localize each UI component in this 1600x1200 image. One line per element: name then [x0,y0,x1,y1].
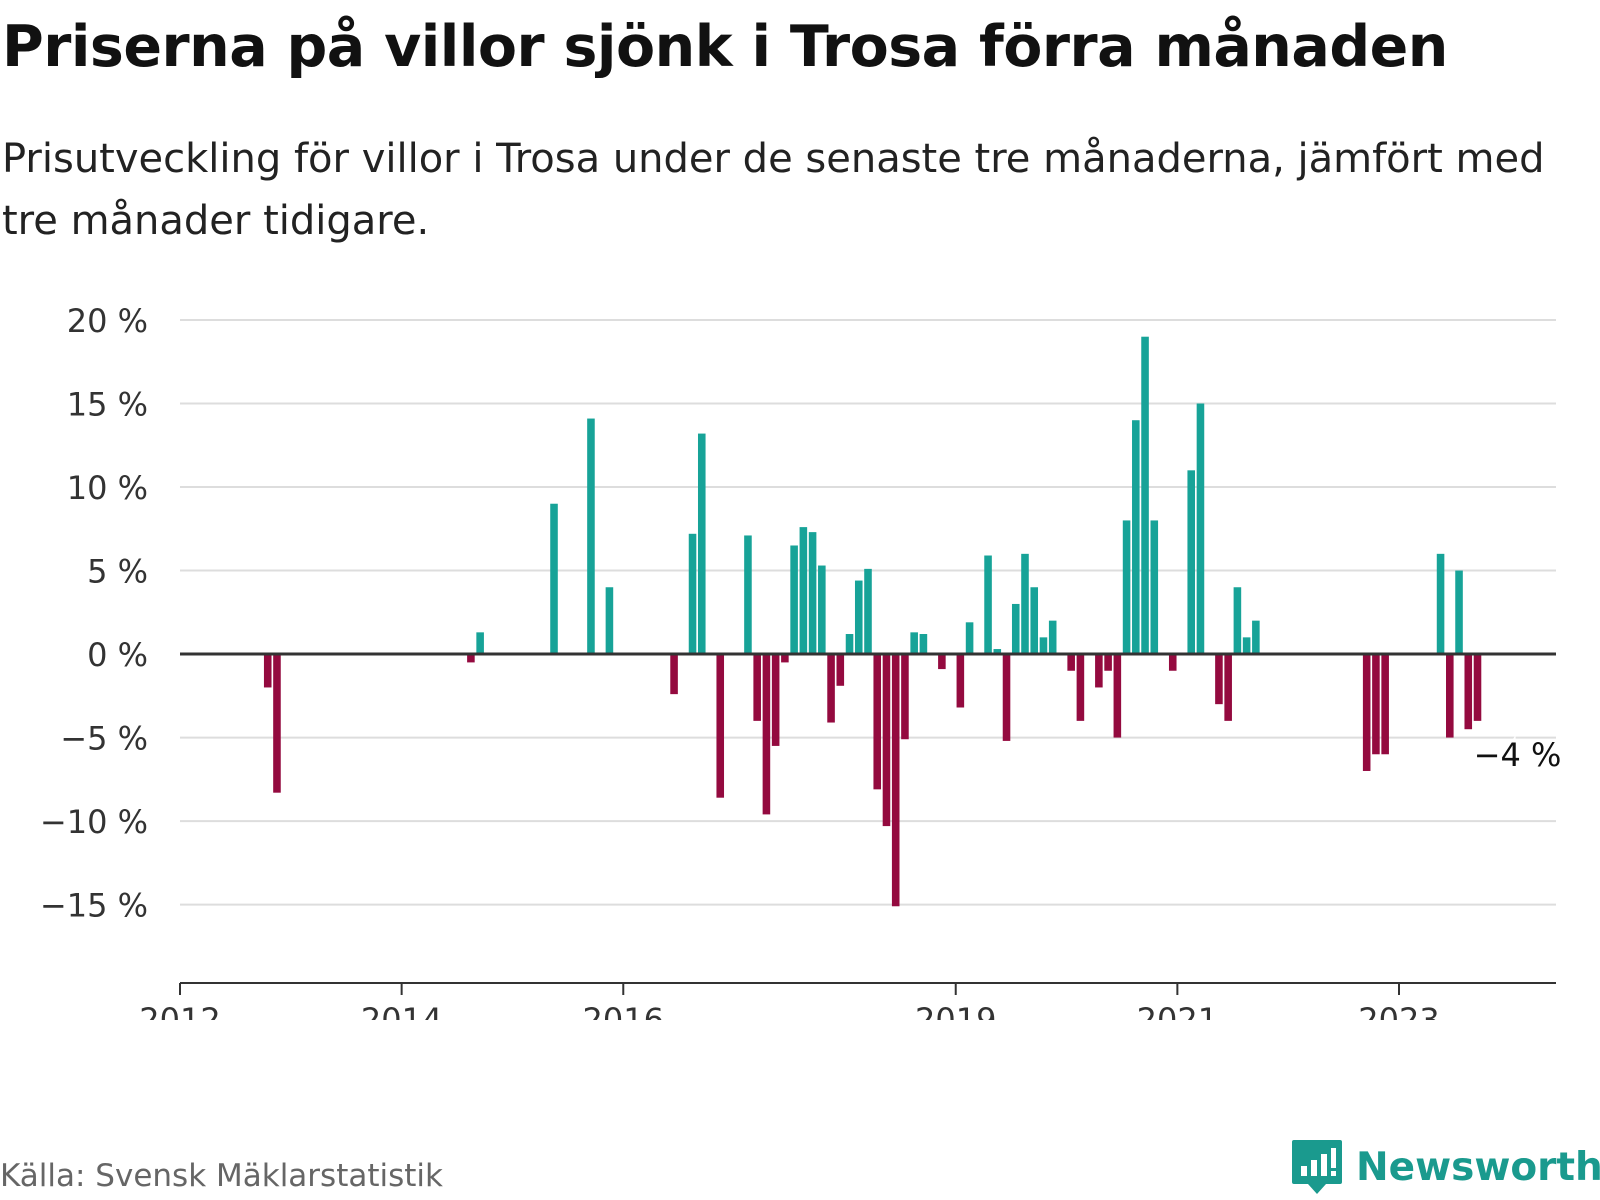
bar [1372,654,1380,755]
bar [1104,654,1112,671]
bar [1113,654,1122,738]
bar [1067,654,1075,671]
chart-title: Priserna på villor sjönk i Trosa förra m… [2,14,1448,80]
gridlines [180,319,1556,906]
y-tick-label: −15 % [40,887,148,925]
x-tick-label: 2012 [139,1001,220,1020]
bar [697,433,706,655]
bar [744,535,752,655]
y-tick-label: −10 % [40,803,148,841]
x-tick-label: 2023 [1358,1001,1439,1020]
bar [1076,654,1085,721]
bar [1436,553,1445,655]
bar [1030,587,1039,655]
bar [827,654,835,723]
bar [845,634,854,655]
bar [1252,620,1260,655]
bar [1132,420,1140,655]
bar [1150,520,1159,655]
x-axis: 2012 2014 2016 2019 2021 2023 [139,982,1556,1020]
y-tick-label: 10 % [67,469,148,507]
newsworthy-logo-icon [1292,1140,1342,1194]
bar [836,654,845,686]
bar [716,654,725,798]
bar [965,622,974,655]
bar [1196,403,1205,655]
x-tick-label: 2016 [583,1001,664,1020]
bar [1381,654,1389,755]
y-tick-label: 0 % [87,636,148,674]
bar [790,545,798,655]
bar [1048,620,1057,655]
bar [1095,654,1103,688]
bar [273,654,281,793]
bar [1011,603,1020,655]
y-tick-label: 15 % [67,386,148,424]
x-tick-label: 2021 [1137,1001,1218,1020]
bar [1233,587,1242,655]
bar [688,533,697,655]
bar [1446,654,1454,738]
bar [1215,654,1223,705]
bars [263,336,1482,907]
chart-subtitle: Prisutveckling för villor i Trosa under … [2,136,1545,244]
y-tick-label: 20 % [67,302,148,340]
bar [984,555,992,655]
bar [771,654,780,746]
bar [799,527,808,655]
bar [753,654,761,721]
bar [901,654,909,740]
y-tick-label: −5 % [60,720,148,758]
bar [1464,654,1473,730]
brand-logo: Newsworthy [1290,1138,1600,1196]
bar [1002,654,1011,741]
y-axis-labels: 20 % 15 % 10 % 5 % 0 % −5 % −10 % −15 % [40,302,148,925]
bar [938,654,946,670]
bar [1168,654,1177,671]
bar [605,587,614,655]
bar [550,503,558,655]
bar [1362,654,1371,771]
bar [891,654,900,907]
x-tick-label: 2019 [915,1001,996,1020]
bar [1122,520,1131,655]
bar [919,634,928,655]
bar [993,649,1002,655]
bar [1473,654,1482,721]
bar [1039,637,1048,655]
annotations: −4 % [1471,733,1565,777]
bar [781,654,789,663]
bar [467,654,475,663]
bar [818,565,826,655]
bar [1187,470,1196,655]
bar [854,580,863,655]
bar [1141,336,1149,655]
latest-value-label: −4 % [1474,736,1562,774]
bar [476,632,484,655]
bar [670,654,678,695]
y-tick-label: 5 % [87,553,148,591]
bar [263,654,272,688]
bar [1242,637,1251,655]
bar [587,418,595,655]
source-note: Källa: Svensk Mäklarstatistik [0,1158,443,1194]
bar [1224,654,1232,721]
x-tick-label: 2014 [361,1001,442,1020]
bar-chart: 20 %15 %10 %5 %0 %−5 %−10 %−15 % 2012 201… [40,302,1565,1020]
bar [882,654,891,827]
bar [762,654,771,815]
brand-name: Newsworthy [1356,1144,1600,1190]
bar [864,568,872,655]
bar [956,654,965,708]
bar [1455,570,1463,655]
bar [873,654,882,790]
bar [910,632,918,655]
bar [1021,553,1029,655]
bar [808,532,817,655]
